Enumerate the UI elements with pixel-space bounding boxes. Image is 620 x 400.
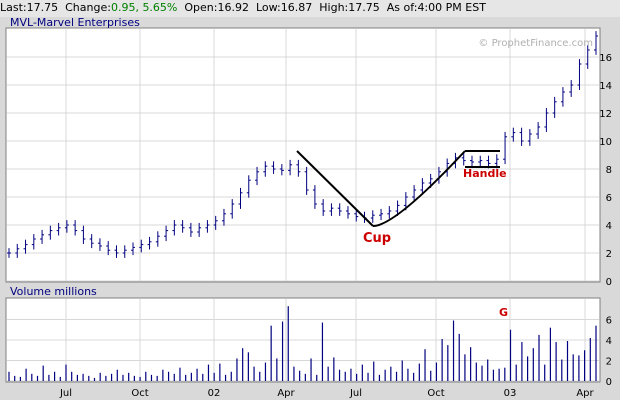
cup-right-curve xyxy=(372,150,466,227)
price-y-tick-label: 16 xyxy=(599,53,612,64)
x-tick-label: Apr xyxy=(277,388,295,399)
volume-y-tick-label: 4 xyxy=(606,336,612,347)
x-tick-label: 02 xyxy=(208,388,221,399)
chart-title: MVL-Marvel Enterprises xyxy=(10,16,140,29)
open-value: 16.92 xyxy=(217,1,249,14)
price-y-tick-label: 8 xyxy=(606,165,612,176)
x-axis-labels: Jul Oct 02 Apr Jul Oct 03 Apr xyxy=(59,388,595,399)
volume-y-tick-label: 6 xyxy=(606,316,612,327)
asof-label: As of: xyxy=(386,1,418,14)
low-label: Low: xyxy=(255,1,281,14)
x-tick-label: Apr xyxy=(576,388,594,399)
handle-label: Handle xyxy=(463,167,507,180)
change-value: 0.95, 5.65% xyxy=(110,1,178,14)
price-y-ticks: 0 2 4 6 8 10 12 14 16 xyxy=(599,53,612,288)
cup-label: Cup xyxy=(363,231,391,246)
open-label: Open: xyxy=(184,1,218,14)
price-y-tick-label: 6 xyxy=(606,193,612,204)
price-y-tick-label: 0 xyxy=(606,277,612,288)
volume-panel: 0 2 4 6 Volume millions G xyxy=(5,285,612,389)
cup-left-line xyxy=(296,150,374,227)
price-plot-area xyxy=(5,27,601,283)
last-value: 17.75 xyxy=(26,1,59,14)
high-value: 17.75 xyxy=(348,1,380,14)
x-tick-label: Jul xyxy=(59,388,72,399)
x-tick-label: 03 xyxy=(504,388,517,399)
quote-bar: Last:17.75 Change:0.95, 5.65% Open:16.92… xyxy=(0,0,620,17)
last-label: Last: xyxy=(0,1,27,14)
price-y-tick-label: 2 xyxy=(606,249,612,260)
price-y-tick-label: 10 xyxy=(599,137,612,148)
price-y-tick-label: 12 xyxy=(599,109,612,120)
asof-value: 4:00 PM EST xyxy=(417,1,486,14)
price-grid xyxy=(7,29,599,282)
price-y-tick-label: 14 xyxy=(599,81,612,92)
high-label: High: xyxy=(319,1,349,14)
price-panel: 0 2 4 6 8 10 12 14 16 MVL-Marvel Enterprises © P… xyxy=(5,16,612,288)
x-tick-label: Jul xyxy=(349,388,362,399)
x-tick-label: Oct xyxy=(131,388,148,399)
volume-title: Volume millions xyxy=(10,285,97,298)
volume-y-tick-label: 2 xyxy=(606,357,612,368)
price-bars xyxy=(7,31,598,258)
volume-y-ticks: 0 2 4 6 xyxy=(606,316,612,389)
volume-bars xyxy=(8,306,597,381)
price-y-tick-label: 4 xyxy=(606,221,612,232)
low-value: 16.87 xyxy=(280,1,313,14)
g-label: G xyxy=(499,306,508,319)
change-label: Change: xyxy=(65,1,111,14)
volume-y-tick-label: 0 xyxy=(606,377,612,388)
x-tick-label: Oct xyxy=(427,388,444,399)
watermark: © ProphetFinance.com xyxy=(478,38,593,49)
